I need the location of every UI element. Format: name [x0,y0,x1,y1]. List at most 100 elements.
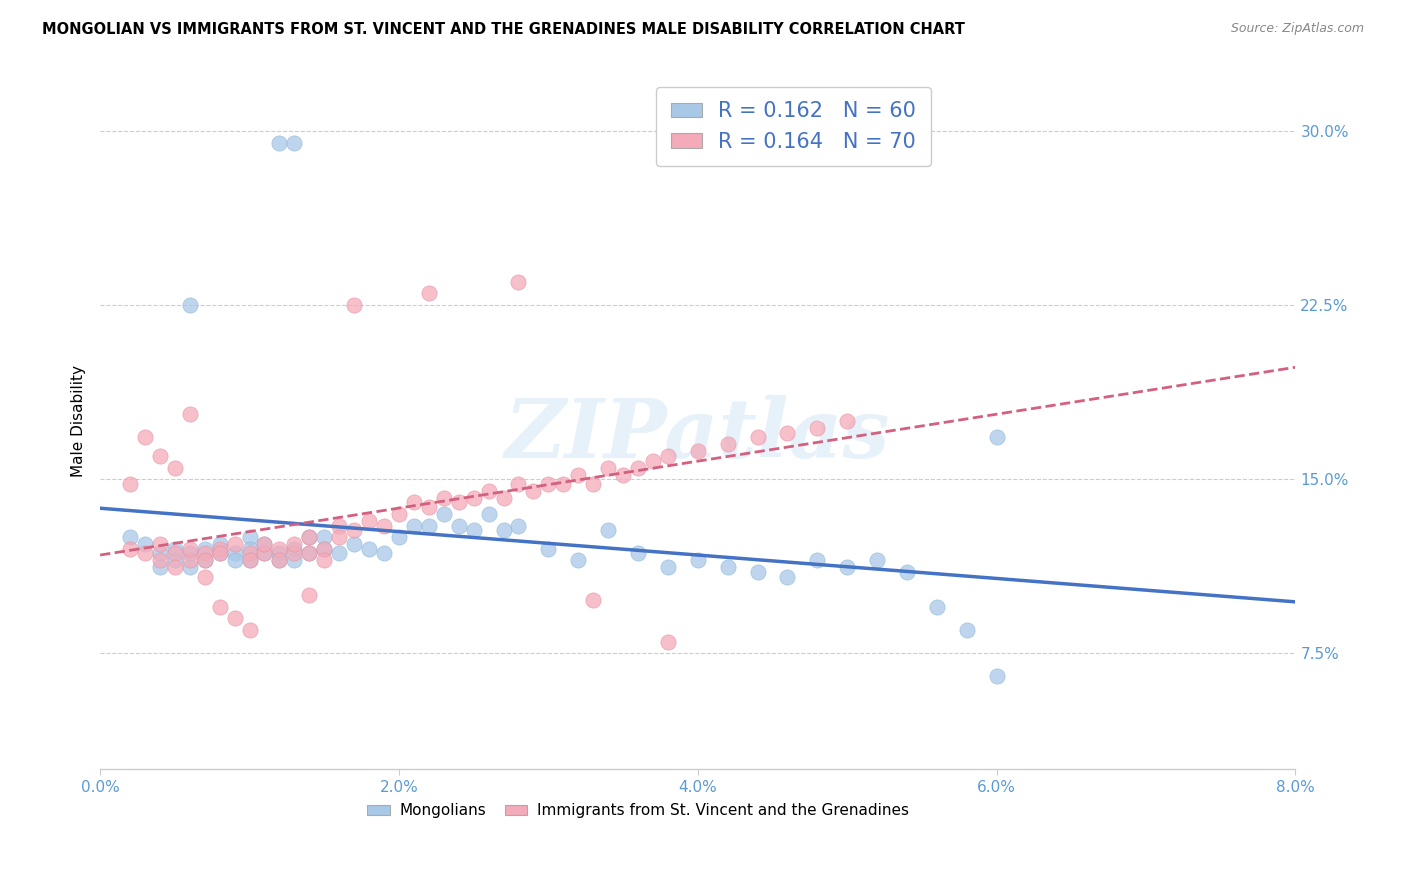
Point [194,553,217,567]
Point [253,546,276,560]
Point [463,523,485,537]
Point [149,537,172,551]
Point [567,467,589,482]
Point [149,546,172,560]
Text: MONGOLIAN VS IMMIGRANTS FROM ST. VINCENT AND THE GRENADINES MALE DISABILITY CORR: MONGOLIAN VS IMMIGRANTS FROM ST. VINCENT… [42,22,965,37]
Point [866,553,889,567]
Point [508,275,530,289]
Point [134,537,156,551]
Point [686,553,709,567]
Point [208,546,231,560]
Point [657,449,679,463]
Point [238,553,260,567]
Point [373,546,395,560]
Point [328,518,350,533]
Point [179,541,201,556]
Point [118,476,141,491]
Point [686,444,709,458]
Point [492,491,515,505]
Point [986,430,1008,444]
Point [163,541,186,556]
Point [208,599,231,614]
Point [478,483,501,498]
Point [657,560,679,574]
Point [508,518,530,533]
Point [149,553,172,567]
Point [134,546,156,560]
Point [283,553,305,567]
Point [447,518,470,533]
Point [925,599,948,614]
Point [447,495,470,509]
Point [283,546,305,560]
Point [537,541,560,556]
Point [179,546,201,560]
Point [269,541,291,556]
Point [283,136,305,150]
Point [776,569,799,583]
Point [463,491,485,505]
Text: Source: ZipAtlas.com: Source: ZipAtlas.com [1230,22,1364,36]
Point [269,553,291,567]
Point [194,546,217,560]
Point [224,537,246,551]
Point [567,553,589,567]
Point [747,430,769,444]
Point [328,530,350,544]
Legend: Mongolians, Immigrants from St. Vincent and the Grenadines: Mongolians, Immigrants from St. Vincent … [361,797,915,824]
Point [343,537,366,551]
Point [163,460,186,475]
Point [508,476,530,491]
Point [208,546,231,560]
Point [627,546,650,560]
Point [134,430,156,444]
Point [553,476,575,491]
Point [612,467,634,482]
Point [776,425,799,440]
Point [298,546,321,560]
Point [118,530,141,544]
Point [537,476,560,491]
Point [224,546,246,560]
Point [402,518,425,533]
Point [298,546,321,560]
Point [359,541,381,556]
Point [208,537,231,551]
Point [717,560,740,574]
Point [314,530,336,544]
Point [238,530,260,544]
Point [149,449,172,463]
Point [598,523,620,537]
Point [253,537,276,551]
Point [478,507,501,521]
Point [179,407,201,421]
Point [402,495,425,509]
Point [956,623,979,637]
Point [163,553,186,567]
Point [314,541,336,556]
Point [269,546,291,560]
Point [492,523,515,537]
Point [343,523,366,537]
Text: ZIPatlas: ZIPatlas [505,395,890,475]
Point [298,530,321,544]
Point [806,553,828,567]
Point [269,553,291,567]
Point [314,553,336,567]
Point [179,298,201,312]
Point [343,298,366,312]
Point [657,634,679,648]
Point [194,569,217,583]
Point [269,136,291,150]
Point [418,518,440,533]
Point [208,541,231,556]
Point [388,530,411,544]
Point [253,546,276,560]
Point [149,560,172,574]
Point [179,560,201,574]
Point [373,518,395,533]
Point [837,414,859,428]
Point [806,421,828,435]
Point [522,483,544,498]
Point [238,623,260,637]
